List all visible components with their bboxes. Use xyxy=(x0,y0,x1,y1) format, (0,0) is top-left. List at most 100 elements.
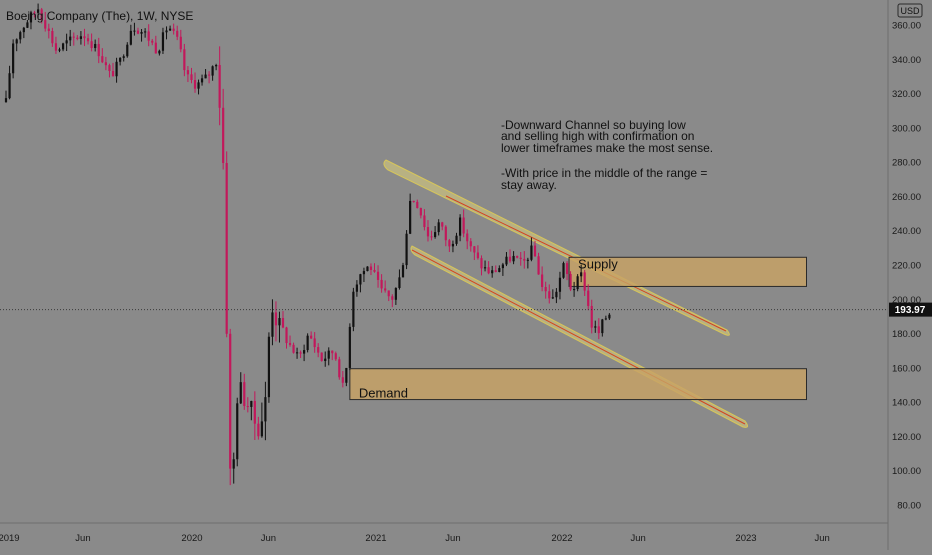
candle-body xyxy=(306,335,309,351)
candle-body xyxy=(409,200,412,234)
annotation-line: -With price in the middle of the range = xyxy=(501,166,707,180)
annotation-note[interactable]: -Downward Channel so buying low and sell… xyxy=(501,118,713,192)
candle-body xyxy=(236,403,239,460)
candle-body xyxy=(69,36,72,41)
time-axis[interactable]: 2019 Jun 2020 Jun 2021 Jun 2022 Jun 2023 Jun xyxy=(0,522,888,544)
annotation-line: stay away. xyxy=(501,178,557,192)
candle-body xyxy=(380,279,383,289)
candle-body xyxy=(369,266,373,270)
candle-body xyxy=(267,336,271,398)
candle-body xyxy=(76,37,79,39)
candle-body xyxy=(401,265,405,278)
candle-body xyxy=(172,28,175,31)
candle-body xyxy=(79,36,83,39)
candle-body xyxy=(86,38,90,42)
candle-body xyxy=(47,28,50,32)
time-tick-label: 2021 xyxy=(365,533,386,544)
candle-body xyxy=(434,232,437,237)
price-tick-label: 280.00 xyxy=(892,158,921,169)
last-price-badge-box xyxy=(889,302,932,317)
candle-body xyxy=(54,43,58,51)
time-tick-label: 2019 xyxy=(0,533,20,544)
candle-body xyxy=(494,270,497,273)
candle-body xyxy=(101,56,104,63)
candle-body xyxy=(243,382,246,407)
candle-body xyxy=(133,30,136,32)
candle-body xyxy=(334,353,337,360)
price-tick-label: 220.00 xyxy=(892,261,921,272)
price-axis[interactable]: 80.00 100.00 120.00 140.00 160.00 180.00 200.0… xyxy=(887,0,932,550)
candle-body xyxy=(129,30,132,45)
candle-body xyxy=(97,43,100,57)
candle-body xyxy=(122,56,125,58)
candle-body xyxy=(376,271,380,280)
candle-body xyxy=(576,276,579,290)
candle-body xyxy=(90,41,93,49)
candle-body xyxy=(501,264,504,269)
candle-body xyxy=(264,397,267,422)
candle-body xyxy=(348,326,351,368)
candle-body xyxy=(320,352,323,361)
candle-body xyxy=(83,36,86,39)
candle-body xyxy=(119,57,122,62)
time-tick-label: 2022 xyxy=(551,533,572,544)
candle-body xyxy=(292,344,295,353)
candle-body xyxy=(590,305,593,328)
time-tick-label: Jun xyxy=(261,533,276,544)
candle-body xyxy=(458,217,462,236)
candle-body xyxy=(519,257,522,259)
price-tick-label: 300.00 xyxy=(892,123,921,134)
candle-body xyxy=(473,246,476,253)
candle-body xyxy=(168,28,172,31)
candle-body xyxy=(218,65,221,108)
candle-body xyxy=(412,200,415,202)
candle-body xyxy=(165,30,168,33)
candle-body xyxy=(508,256,512,262)
supply-zone[interactable] xyxy=(568,256,807,287)
candle-body xyxy=(51,31,54,44)
time-tick-label: 2023 xyxy=(735,533,756,544)
candle-body xyxy=(355,284,358,292)
annotation-line: -Downward Channel so buying low xyxy=(501,118,686,132)
candle-body xyxy=(551,297,554,299)
candle-body xyxy=(126,44,129,57)
time-axis-ticks: 2019 Jun 2020 Jun 2021 Jun 2022 Jun 2023 Jun xyxy=(0,533,830,544)
price-tick-label: 340.00 xyxy=(892,55,921,66)
candle-body xyxy=(22,27,25,33)
candle-body xyxy=(26,22,29,28)
time-tick-label: 2020 xyxy=(181,533,202,544)
candle-body xyxy=(391,296,394,300)
candle-body xyxy=(140,32,143,34)
demand-zone[interactable] xyxy=(349,368,807,401)
candle-body xyxy=(398,277,401,288)
candle-body xyxy=(526,259,529,261)
candle-body xyxy=(384,288,387,291)
candle-body xyxy=(345,367,348,383)
candle-body xyxy=(362,271,366,275)
candle-body xyxy=(8,73,11,99)
candle-body xyxy=(373,269,376,272)
candle-body xyxy=(487,267,490,274)
candle-body xyxy=(565,263,569,275)
candle-body xyxy=(462,217,465,234)
candle-body xyxy=(608,314,611,319)
candle-body xyxy=(229,333,232,469)
candle-body xyxy=(419,208,422,216)
price-tick-label: 240.00 xyxy=(892,226,921,237)
candle-body xyxy=(72,36,75,38)
currency-badge[interactable]: USD xyxy=(897,3,923,18)
candle-body xyxy=(274,312,278,326)
candle-body xyxy=(200,78,204,83)
candle-body xyxy=(65,40,68,44)
candle-body xyxy=(61,43,65,50)
candle-body xyxy=(158,50,161,54)
candle-body xyxy=(161,32,165,51)
candle-body xyxy=(604,318,607,320)
candle-body xyxy=(366,266,369,272)
candle-body xyxy=(285,327,288,344)
candle-body xyxy=(204,74,207,79)
candle-body xyxy=(437,222,440,233)
last-price-label: 193.97 xyxy=(895,305,926,316)
